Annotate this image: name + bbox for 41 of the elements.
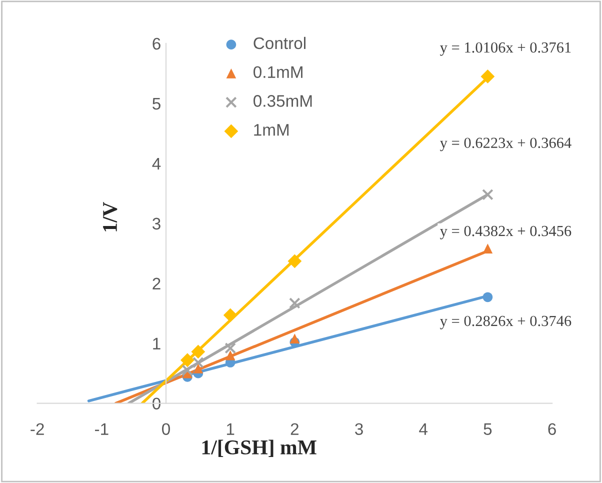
point [180,353,194,368]
annotation: y = 0.4382x + 0.3456 [440,226,572,240]
y-tick-label: 4 [152,158,161,170]
point [288,254,302,268]
x-tick-label: -1 [94,423,108,435]
point [182,364,194,376]
x-tick-label: 2 [290,423,298,435]
y-tick-label: 2 [152,278,160,290]
legend-label: Control [254,36,306,50]
y-tick-label: 0 [152,398,160,410]
legend-label: 0.35mM [254,95,312,107]
point [482,244,493,254]
point [224,342,236,354]
point [225,350,236,360]
x-tick-label: 1 [226,423,234,435]
y-tick-label: 3 [152,218,160,230]
y-tick-label: 1 [153,338,160,350]
legend-label: 0.1mM [254,66,302,78]
point [482,188,494,200]
point [288,297,300,309]
annotation: y = 0.6223x + 0.3664 [440,138,572,152]
point [192,356,204,368]
x-tick-label: -2 [30,423,44,435]
point [290,334,300,344]
point [480,70,495,84]
x-tick-label: 4 [419,423,428,435]
point [191,344,206,359]
point [223,308,238,322]
y-tick-label: 5 [152,98,160,110]
legend-label: 1mM [254,124,289,136]
point [482,292,493,302]
point [193,364,204,374]
x-tick-label: 3 [355,423,363,435]
x-axis-title: 1/[GSH] mM [202,440,316,457]
x-tick-label: 6 [548,423,556,435]
x-tick-label: 5 [484,423,492,435]
annotation: y = 0.2826x + 0.3746 [440,316,572,330]
x-tick-label: 0 [162,423,170,435]
annotation: y = 1.0106x + 0.3761 [440,42,571,56]
y-tick-label: 6 [152,38,160,50]
y-axis-title: 1/V [103,202,118,232]
